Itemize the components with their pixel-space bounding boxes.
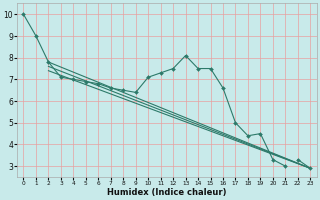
X-axis label: Humidex (Indice chaleur): Humidex (Indice chaleur) [107, 188, 227, 197]
